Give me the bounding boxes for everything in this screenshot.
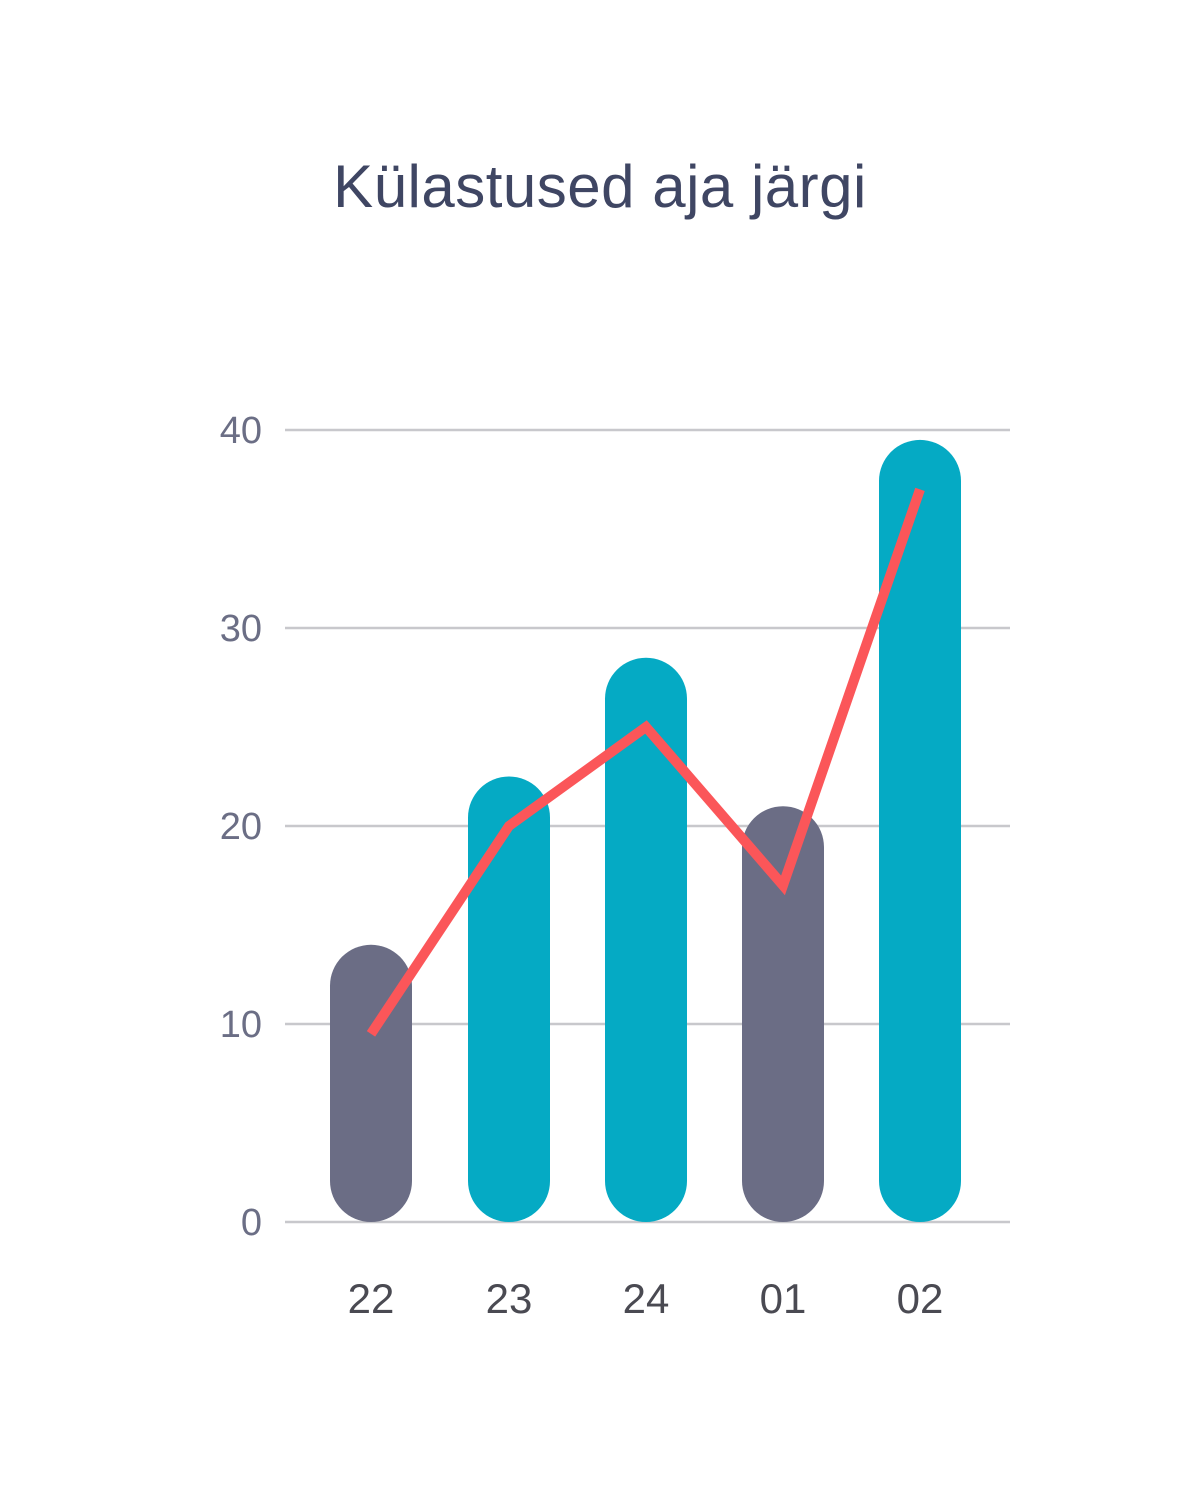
bar-02 <box>879 439 961 1222</box>
y-tick-label-1: 10 <box>220 1004 262 1046</box>
x-tick-label-24: 24 <box>623 1275 670 1322</box>
x-tick-label-01: 01 <box>760 1275 807 1322</box>
x-axis-labels: 22 23 24 01 02 <box>348 1275 944 1322</box>
bar-24 <box>605 657 687 1222</box>
x-tick-label-22: 22 <box>348 1275 395 1322</box>
bar-23 <box>468 776 550 1222</box>
y-axis-ticks: 0 10 20 30 40 <box>220 410 262 1244</box>
bar-22 <box>330 944 412 1222</box>
y-tick-label-0: 0 <box>241 1202 262 1244</box>
y-tick-label-4: 40 <box>220 410 262 452</box>
y-tick-label-3: 30 <box>220 608 262 650</box>
bars <box>330 439 961 1222</box>
x-tick-label-02: 02 <box>897 1275 944 1322</box>
chart-title: Külastused aja järgi <box>333 153 867 220</box>
y-tick-label-2: 20 <box>220 806 262 848</box>
line-series <box>366 487 925 1037</box>
bar-01 <box>742 806 824 1222</box>
x-tick-label-23: 23 <box>486 1275 533 1322</box>
